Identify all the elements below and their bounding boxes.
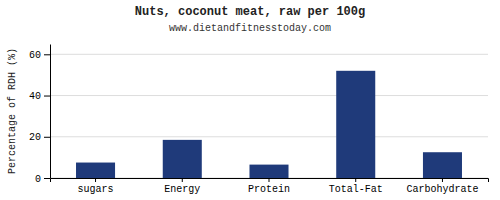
chart-container: Nuts, coconut meat, raw per 100g www.diet… (0, 0, 500, 200)
y-tick-mark (44, 96, 50, 97)
y-tick: 0 (35, 174, 50, 185)
x-tick-label: sugars (78, 184, 114, 195)
bar (423, 152, 462, 178)
x-tick-label: Energy (164, 184, 200, 195)
plot-area: 0 20 40 60 sugars Energy Protein Total-Fat Carbo… (29, 45, 489, 196)
chart-title: Nuts, coconut meat, raw per 100g (135, 5, 365, 19)
y-tick-label: 0 (35, 174, 41, 185)
x-tick-label: Protein (248, 184, 290, 195)
y-tick: 40 (29, 91, 50, 102)
x-tick: Total-Fat (329, 178, 383, 195)
y-tick-label: 40 (29, 91, 41, 102)
x-axis: sugars Energy Protein Total-Fat Carbohydrate (51, 178, 489, 195)
x-tick-mark (95, 178, 96, 182)
grid-line (50, 95, 488, 96)
bar (336, 71, 375, 178)
y-tick-label: 20 (29, 132, 41, 143)
x-tick-mark (442, 178, 443, 182)
y-tick-mark (44, 137, 50, 138)
x-tick: Protein (248, 178, 290, 195)
bar (249, 165, 288, 178)
x-tick: sugars (78, 178, 114, 195)
grid-line (50, 136, 488, 137)
y-axis-title: Percentage of RDH (%) (7, 48, 18, 174)
x-tick-mark (355, 178, 356, 182)
y-tick-mark (44, 178, 50, 179)
bar (76, 163, 115, 178)
x-tick-label: Total-Fat (329, 184, 383, 195)
grid-line (50, 54, 488, 55)
y-tick: 20 (29, 132, 50, 143)
x-tick: Energy (164, 178, 200, 195)
x-axis-line (51, 179, 489, 183)
y-axis-line (50, 45, 51, 179)
y-axis: 0 20 40 60 (29, 45, 51, 185)
x-tick-mark (269, 178, 270, 182)
y-tick-mark (44, 54, 50, 55)
x-tick-label: Carbohydrate (406, 184, 478, 195)
bar (163, 140, 202, 178)
grid (50, 54, 488, 178)
x-tick: Carbohydrate (406, 178, 478, 195)
chart-subtitle: www.dietandfitnesstoday.com (169, 23, 331, 34)
chart-svg: Nuts, coconut meat, raw per 100g www.diet… (0, 0, 500, 200)
y-tick: 60 (29, 50, 50, 61)
bars (76, 71, 462, 178)
y-tick-label: 60 (29, 50, 41, 61)
x-tick-mark (182, 178, 183, 182)
